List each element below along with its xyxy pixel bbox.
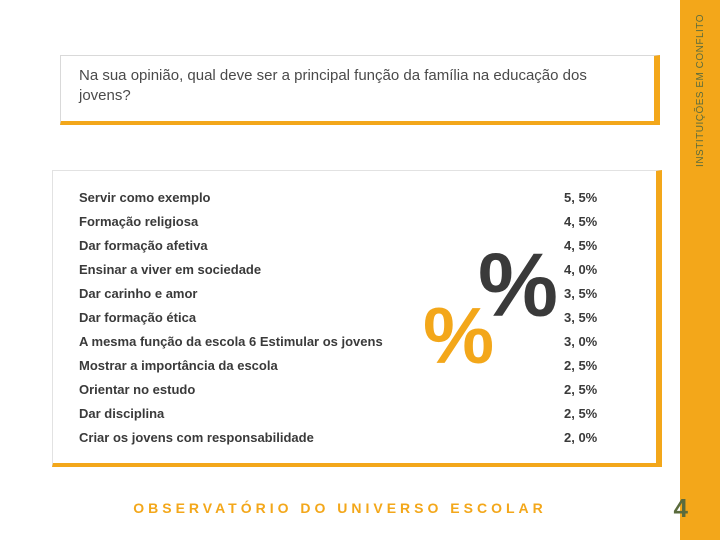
row-label: Criar os jovens com responsabilidade — [79, 430, 564, 445]
question-box: Na sua opinião, qual deve ser a principa… — [60, 55, 660, 125]
table-row: Servir como exemplo 5, 5% — [79, 185, 634, 209]
table-row: Dar disciplina 2, 5% — [79, 401, 634, 425]
row-label: Formação religiosa — [79, 214, 564, 229]
row-value: 3, 5% — [564, 310, 634, 325]
row-value: 4, 0% — [564, 262, 634, 277]
row-label: Orientar no estudo — [79, 382, 564, 397]
table-row: Dar formação afetiva 4, 5% — [79, 233, 634, 257]
row-value: 2, 0% — [564, 430, 634, 445]
table-row: Mostrar a importância da escola 2, 5% — [79, 353, 634, 377]
vertical-section-label: INSTITUIÇÕES EM CONFLITO — [695, 14, 706, 167]
row-label: Dar carinho e amor — [79, 286, 564, 301]
row-value: 3, 0% — [564, 334, 634, 349]
row-label: Servir como exemplo — [79, 190, 564, 205]
table-row: Ensinar a viver em sociedade 4, 0% — [79, 257, 634, 281]
question-text: Na sua opinião, qual deve ser a principa… — [79, 67, 587, 104]
table-row: Dar formação ética 3, 5% — [79, 305, 634, 329]
row-label: Dar formação afetiva — [79, 238, 564, 253]
row-label: Mostrar a importância da escola — [79, 358, 564, 373]
vertical-section-title: INSTITUIÇÕES EM CONFLITO — [680, 0, 720, 180]
row-value: 4, 5% — [564, 214, 634, 229]
table-row: A mesma função da escola 6 Estimular os … — [79, 329, 634, 353]
row-value: 4, 5% — [564, 238, 634, 253]
row-label: A mesma função da escola 6 Estimular os … — [79, 334, 564, 349]
row-label: Dar disciplina — [79, 406, 564, 421]
row-label: Ensinar a viver em sociedade — [79, 262, 564, 277]
row-label: Dar formação ética — [79, 310, 564, 325]
table-row: Dar carinho e amor 3, 5% — [79, 281, 634, 305]
table-row: Criar os jovens com responsabilidade 2, … — [79, 425, 634, 449]
row-value: 3, 5% — [564, 286, 634, 301]
data-table: Servir como exemplo 5, 5% Formação relig… — [52, 170, 662, 467]
table-row: Orientar no estudo 2, 5% — [79, 377, 634, 401]
row-value: 5, 5% — [564, 190, 634, 205]
row-value: 2, 5% — [564, 382, 634, 397]
row-value: 2, 5% — [564, 406, 634, 421]
footer-text: OBSERVATÓRIO DO UNIVERSO ESCOLAR — [133, 500, 546, 516]
footer: OBSERVATÓRIO DO UNIVERSO ESCOLAR 4 — [0, 500, 680, 518]
row-value: 2, 5% — [564, 358, 634, 373]
page-number: 4 — [674, 493, 688, 524]
table-row: Formação religiosa 4, 5% — [79, 209, 634, 233]
